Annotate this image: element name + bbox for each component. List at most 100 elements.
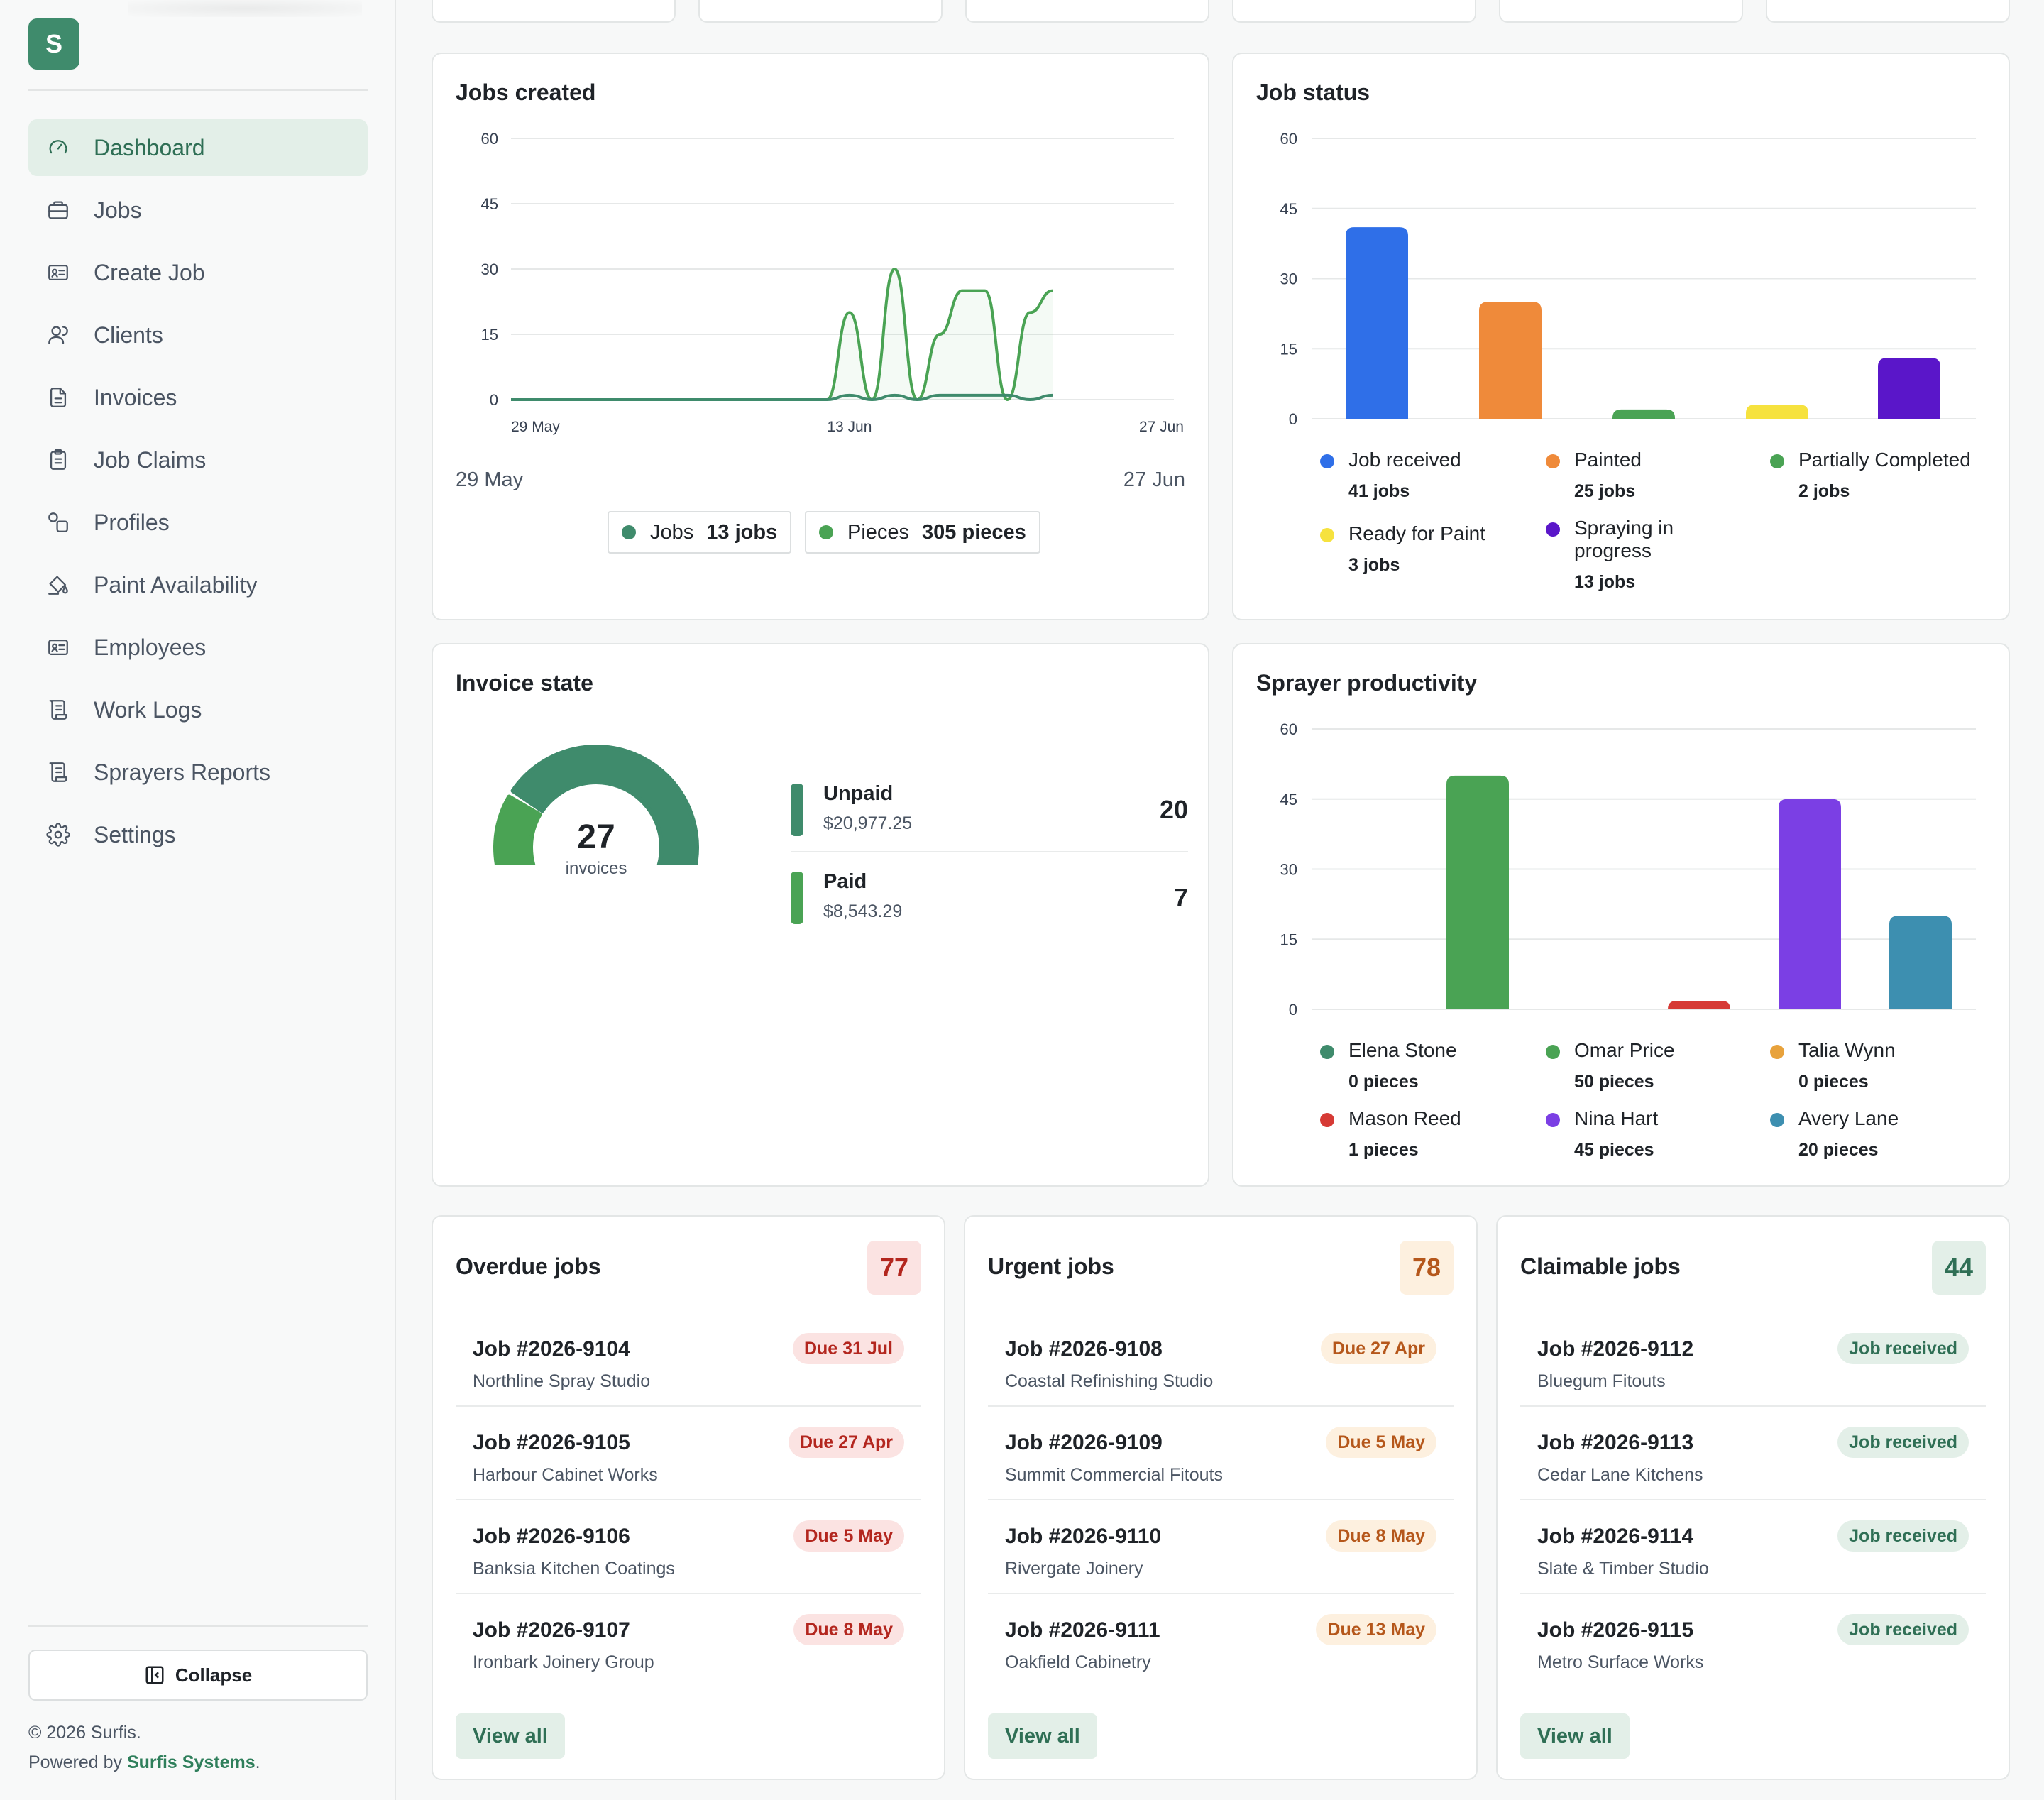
- legend-item[interactable]: Omar Price 50 pieces: [1546, 1039, 1773, 1092]
- legend-item[interactable]: Talia Wynn 0 pieces: [1770, 1039, 1997, 1092]
- stat-card: [965, 0, 1209, 23]
- job-row[interactable]: Job #2026-9104 Northline Spray Studio Due …: [456, 1313, 921, 1407]
- job-client: Summit Commercial Fitouts: [1005, 1465, 1223, 1485]
- job-row[interactable]: Job #2026-9114 Slate & Timber Studio Job r…: [1520, 1500, 1986, 1594]
- invoice-row-paid[interactable]: Paid $8,543.29 7: [791, 865, 1188, 933]
- sidebar-item-settings[interactable]: Settings: [28, 806, 368, 863]
- view-all-button[interactable]: View all: [1520, 1713, 1630, 1759]
- stat-card: [432, 0, 676, 23]
- legend-label: Nina Hart: [1574, 1107, 1659, 1129]
- legend-item[interactable]: Job received 41 jobs: [1320, 449, 1547, 502]
- paint-bucket-icon: [45, 572, 71, 598]
- sidebar-item-profiles[interactable]: Profiles: [28, 494, 368, 551]
- legend-value: 2 jobs: [1798, 481, 1850, 501]
- legend-value: 45 pieces: [1574, 1140, 1654, 1160]
- job-client: Coastal Refinishing Studio: [1005, 1371, 1214, 1391]
- legend-pieces[interactable]: Pieces 305 pieces: [805, 511, 1040, 554]
- y-tick-label: 60: [1280, 720, 1297, 738]
- legend-value: 1 pieces: [1348, 1140, 1419, 1160]
- app-logo[interactable]: S: [28, 18, 79, 70]
- job-row[interactable]: Job #2026-9106 Banksia Kitchen Coatings Du…: [456, 1500, 921, 1594]
- sidebar-item-employees[interactable]: Employees: [28, 619, 368, 676]
- legend-item[interactable]: Elena Stone 0 pieces: [1320, 1039, 1547, 1092]
- view-all-button[interactable]: View all: [988, 1713, 1097, 1759]
- job-row[interactable]: Job #2026-9112 Bluegum Fitouts Job receive…: [1520, 1313, 1986, 1407]
- legend-dot: [1546, 1113, 1560, 1127]
- powered-by: Powered by Surfis Systems.: [28, 1747, 260, 1777]
- job-number: Job #2026-9108: [1005, 1337, 1163, 1361]
- job-row[interactable]: Job #2026-9115 Metro Surface Works Job rec…: [1520, 1594, 1986, 1688]
- legend-item[interactable]: Avery Lane 20 pieces: [1770, 1107, 1997, 1160]
- job-number: Job #2026-9111: [1005, 1618, 1160, 1642]
- job-number: Job #2026-9112: [1537, 1337, 1694, 1361]
- shapes-icon: [45, 510, 71, 535]
- stat-card: [1232, 0, 1476, 23]
- gear-icon: [45, 822, 71, 847]
- job-row[interactable]: Job #2026-9113 Cedar Lane Kitchens Job rec…: [1520, 1407, 1986, 1500]
- legend-item[interactable]: Mason Reed 1 pieces: [1320, 1107, 1547, 1160]
- sidebar-item-clients[interactable]: Clients: [28, 307, 368, 363]
- sidebar-item-label: Invoices: [94, 384, 177, 410]
- row-divider: [988, 1499, 1454, 1500]
- row-divider: [988, 1405, 1454, 1407]
- job-row[interactable]: Job #2026-9107 Ironbark Joinery Group Due …: [456, 1594, 921, 1688]
- legend-value: 0 pieces: [1798, 1072, 1869, 1092]
- legend-label: Omar Price: [1574, 1039, 1675, 1061]
- job-client: Bluegum Fitouts: [1537, 1371, 1666, 1391]
- sidebar-item-paint-availability[interactable]: Paint Availability: [28, 556, 368, 613]
- legend-jobs[interactable]: Jobs 13 jobs: [608, 511, 792, 554]
- sidebar-item-dashboard[interactable]: Dashboard: [28, 119, 368, 176]
- y-tick-label: 30: [1280, 270, 1297, 288]
- sidebar-item-jobs[interactable]: Jobs: [28, 182, 368, 238]
- view-all-button[interactable]: View all: [456, 1713, 565, 1759]
- sidebar-item-label: Profiles: [94, 509, 170, 535]
- job-row[interactable]: Job #2026-9111 Oakfield Cabinetry Due 13 M…: [988, 1594, 1454, 1688]
- sidebar-item-label: Employees: [94, 634, 207, 660]
- sidebar-item-create-job[interactable]: Create Job: [28, 244, 368, 301]
- x-tick-label: 13 Jun: [827, 419, 872, 435]
- row-divider: [988, 1593, 1454, 1594]
- job-row[interactable]: Job #2026-9110 Rivergate Joinery Due 8 May: [988, 1500, 1454, 1594]
- bar: [1889, 916, 1952, 1009]
- legend-item[interactable]: Painted 25 jobs: [1546, 449, 1773, 502]
- job-client: Rivergate Joinery: [1005, 1559, 1143, 1579]
- sidebar-item-sprayers-reports[interactable]: Sprayers Reports: [28, 744, 368, 801]
- pieces-dot: [819, 525, 833, 539]
- copyright-text: © 2026 Surfis.: [28, 1723, 141, 1743]
- sidebar-item-job-claims[interactable]: Job Claims: [28, 432, 368, 488]
- sidebar-item-work-logs[interactable]: Work Logs: [28, 681, 368, 738]
- collapse-label: Collapse: [175, 1664, 253, 1686]
- y-tick-label: 0: [1289, 410, 1297, 428]
- sidebar-item-invoices[interactable]: Invoices: [28, 369, 368, 426]
- bar: [1446, 775, 1509, 1009]
- job-client: Harbour Cabinet Works: [473, 1465, 658, 1485]
- legend-item[interactable]: Spraying in progress 13 jobs: [1546, 517, 1716, 593]
- legend-dot: [1320, 1045, 1334, 1059]
- status-badge: Job received: [1837, 1520, 1969, 1552]
- stat-card: [1499, 0, 1743, 23]
- sidebar-item-label: Jobs: [94, 197, 142, 223]
- legend-item[interactable]: Partially Completed 2 jobs: [1770, 449, 2004, 502]
- x-tick-label: 27 Jun: [1139, 419, 1184, 435]
- legend-value: 25 jobs: [1574, 481, 1636, 501]
- brand-link[interactable]: Surfis Systems: [126, 1752, 256, 1772]
- job-number: Job #2026-9104: [473, 1337, 630, 1361]
- job-row[interactable]: Job #2026-9105 Harbour Cabinet Works Due 2…: [456, 1407, 921, 1500]
- job-row[interactable]: Job #2026-9108 Coastal Refinishing Studio…: [988, 1313, 1454, 1407]
- job-number: Job #2026-9109: [1005, 1431, 1163, 1454]
- invoice-row-unpaid[interactable]: Unpaid $20,977.25 20: [791, 776, 1188, 845]
- unpaid-color-bar: [791, 784, 803, 836]
- legend-item[interactable]: Ready for Paint 3 jobs: [1320, 522, 1547, 576]
- sidebar: S Dashboard Jobs Create Job Clients Invoices…: [0, 0, 396, 1800]
- legend-label: Ready for Paint: [1348, 522, 1485, 544]
- due-date-badge: Due 8 May: [1326, 1520, 1436, 1552]
- legend-label: Painted: [1574, 449, 1642, 471]
- legend-item[interactable]: Nina Hart 45 pieces: [1546, 1107, 1773, 1160]
- job-client: Slate & Timber Studio: [1537, 1559, 1709, 1579]
- sidebar-item-label: Sprayers Reports: [94, 759, 270, 785]
- legend-dot: [1546, 454, 1560, 468]
- job-row[interactable]: Job #2026-9109 Summit Commercial Fitouts D…: [988, 1407, 1454, 1500]
- legend-dot: [1320, 1113, 1334, 1127]
- collapse-button[interactable]: Collapse: [28, 1650, 368, 1701]
- legend-value: 50 pieces: [1574, 1072, 1654, 1092]
